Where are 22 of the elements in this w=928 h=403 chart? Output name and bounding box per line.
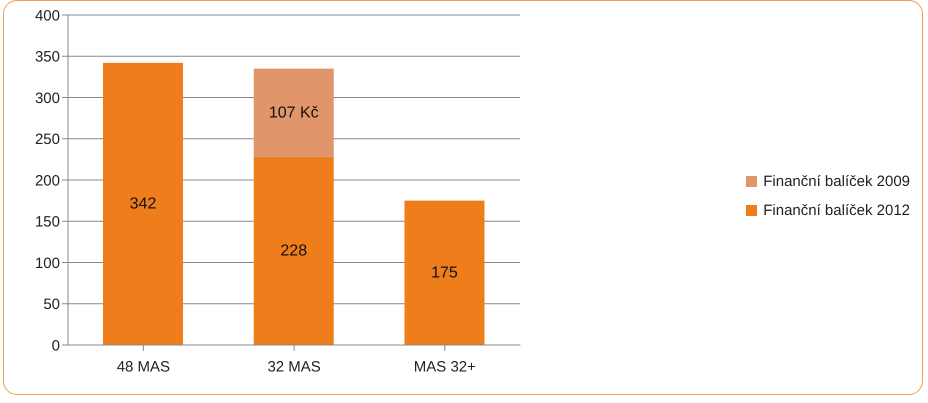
y-tick-label: 150 bbox=[34, 214, 60, 231]
x-tick-label: MAS 32+ bbox=[414, 358, 476, 376]
y-tick-label: 300 bbox=[34, 90, 60, 107]
y-tick-label: 350 bbox=[34, 48, 60, 66]
x-tick-label: 32 MAS bbox=[267, 358, 321, 376]
y-tick-label: 0 bbox=[52, 337, 60, 354]
y-tick-label: 100 bbox=[34, 254, 60, 272]
y-tick-label: 50 bbox=[43, 296, 60, 314]
x-tick-label: 48 MAS bbox=[116, 358, 170, 376]
bar bbox=[254, 156, 334, 345]
y-tick-label: 250 bbox=[34, 131, 60, 148]
data-label: 175 bbox=[431, 264, 458, 282]
data-label: 107 Kč bbox=[268, 104, 319, 122]
data-label: 228 bbox=[280, 242, 308, 260]
bar bbox=[103, 62, 183, 345]
legend-label: Finanční balíček 2009 bbox=[763, 173, 910, 190]
y-tick-label: 400 bbox=[34, 7, 60, 24]
bar bbox=[404, 200, 484, 345]
y-tick-label: 200 bbox=[34, 172, 60, 190]
bar bbox=[254, 68, 334, 157]
data-label: 342 bbox=[130, 195, 156, 212]
legend-label: Finanční balíček 2012 bbox=[763, 202, 910, 219]
